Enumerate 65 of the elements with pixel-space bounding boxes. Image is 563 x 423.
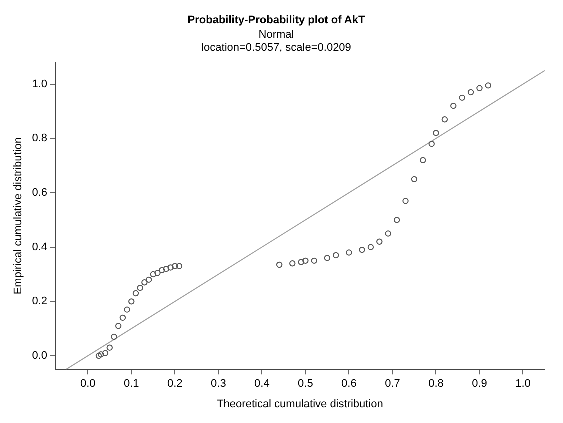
x-axis-title: Theoretical cumulative distribution (217, 398, 384, 410)
point (163, 266, 170, 272)
point (459, 94, 466, 102)
y-tick-label: 1.0 (32, 78, 48, 90)
point (476, 85, 483, 92)
point (298, 259, 304, 266)
point (142, 280, 148, 286)
x-tick-label: 0.3 (211, 378, 226, 390)
point (333, 252, 340, 259)
point (346, 250, 352, 256)
point (359, 246, 366, 254)
point (106, 344, 113, 351)
point (290, 260, 296, 267)
point (442, 116, 448, 123)
point (411, 176, 418, 183)
x-tick-label: 0.4 (254, 378, 270, 390)
point (468, 89, 474, 96)
y-axis-title: Empirical cumulative distribution (12, 138, 25, 295)
x-tick-label: 0.8 (428, 378, 444, 390)
point (302, 258, 309, 264)
y-tick-label: 0.2 (32, 296, 48, 308)
point (402, 198, 409, 204)
point (120, 314, 126, 322)
x-tick-label: 0.0 (80, 378, 96, 390)
point (276, 262, 283, 268)
x-tick-label: 0.1 (124, 378, 140, 390)
point (158, 267, 166, 274)
point (98, 352, 104, 358)
y-tick-label: 0.4 (32, 241, 48, 254)
point (450, 102, 457, 110)
point (311, 258, 318, 264)
point (115, 323, 122, 330)
point (428, 141, 435, 148)
point (96, 352, 102, 360)
point (420, 157, 426, 164)
y-tick-label: 0.8 (32, 132, 48, 145)
x-tick-label: 0.7 (385, 378, 400, 390)
point (385, 230, 392, 237)
point (124, 306, 130, 313)
x-tick-label: 0.9 (472, 378, 488, 390)
point (172, 263, 178, 270)
point (368, 244, 374, 250)
point (132, 290, 140, 297)
point (168, 264, 174, 271)
point (433, 130, 440, 136)
point (150, 271, 156, 278)
point (128, 298, 135, 305)
point (137, 284, 144, 292)
x-tick-label: 0.6 (342, 378, 357, 390)
x-tick-label: 1.0 (516, 378, 531, 390)
y-tick-label: 0.6 (32, 187, 48, 200)
point (111, 334, 118, 340)
point (176, 263, 183, 270)
point (146, 276, 152, 284)
chart-subtitle: Normal location=0.5057, scale=0.0209 (202, 28, 352, 54)
chart-title: Probability-Probability plot of AkT (188, 14, 366, 27)
point (154, 270, 161, 276)
point (324, 255, 331, 262)
point (376, 238, 383, 246)
point (485, 82, 492, 89)
y-tick-label: 0.0 (32, 350, 48, 362)
x-tick-label: 0.2 (168, 378, 183, 390)
x-tick-label: 0.5 (298, 378, 314, 390)
point (102, 350, 109, 356)
point (394, 217, 400, 224)
